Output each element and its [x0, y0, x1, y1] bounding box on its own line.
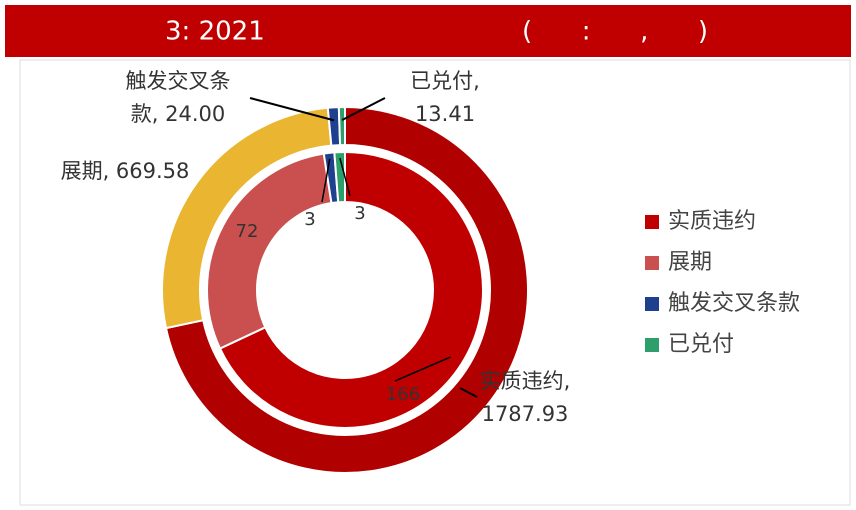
leader-line: [249, 97, 335, 122]
header-title: 3: 2021: [165, 17, 265, 47]
inner-data-label: 72: [236, 221, 259, 242]
label-line: 展期, 669.58: [61, 159, 190, 183]
legend-swatch: [645, 338, 659, 352]
leader-line: [339, 157, 351, 197]
chart: 166 72 3 3 实质违约, 1787.93 展期, 669.58 触发交叉条款, 24.…: [61, 69, 800, 474]
leader-line: [321, 158, 331, 203]
legend-label: 触发交叉条款: [668, 291, 800, 316]
leader-line: [394, 356, 451, 382]
legend-label: 展期: [668, 250, 712, 275]
legend-swatch: [645, 297, 659, 311]
label-line: 1787.93: [482, 402, 569, 426]
donut-slice: [337, 105, 346, 147]
label-line: 触发交叉条: [126, 69, 231, 93]
leader-line: [459, 387, 478, 398]
leader-line: [341, 97, 386, 121]
donut-slice: [164, 105, 529, 474]
legend-swatch: [645, 215, 659, 229]
header-note: ( : , ): [522, 17, 708, 47]
inner-data-label: 3: [304, 209, 315, 230]
inner-data-label: 166: [386, 384, 420, 405]
outer-data-label: 已兑付, 13.41: [410, 69, 480, 126]
inner-data-label: 3: [354, 203, 365, 224]
legend-label: 实质违约: [668, 209, 756, 234]
donut-slice: [218, 150, 484, 429]
outer-data-label: 实质违约, 1787.93: [480, 369, 571, 426]
donut-slice: [206, 152, 333, 350]
chart-frame: [19, 59, 851, 506]
legend-swatch: [645, 256, 659, 270]
legend-label: 已兑付: [668, 332, 734, 357]
label-line: 已兑付,: [410, 69, 480, 93]
label-line: 实质违约,: [480, 369, 571, 393]
outer-data-label: 展期, 669.58: [61, 159, 190, 183]
outer-data-label: 触发交叉条款, 24.00: [126, 69, 231, 126]
header-bar: [5, 5, 851, 57]
label-line: 13.41: [415, 102, 475, 126]
label-line: 款, 24.00: [131, 102, 225, 126]
